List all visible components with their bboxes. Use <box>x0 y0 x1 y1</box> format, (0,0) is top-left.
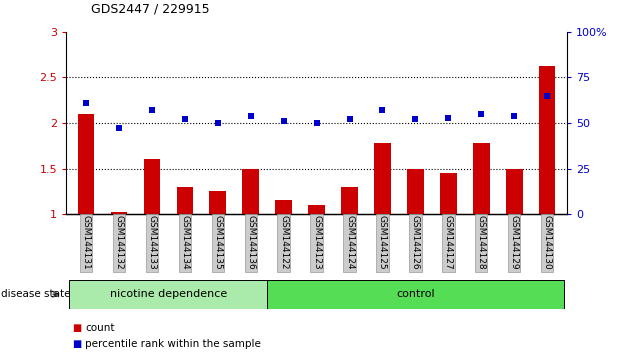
Bar <box>473 143 490 214</box>
Point <box>542 93 553 98</box>
Text: GSM144133: GSM144133 <box>147 216 156 270</box>
Text: GSM144131: GSM144131 <box>81 216 91 270</box>
Text: GSM144122: GSM144122 <box>279 216 288 270</box>
Text: GSM144134: GSM144134 <box>180 216 189 270</box>
Bar <box>267 280 564 309</box>
Text: disease state: disease state <box>1 289 71 299</box>
Text: GSM144123: GSM144123 <box>312 216 321 270</box>
Text: control: control <box>396 289 435 299</box>
Bar <box>440 173 457 214</box>
Bar <box>407 169 423 214</box>
Text: count: count <box>85 323 115 333</box>
Text: GSM144130: GSM144130 <box>542 216 552 270</box>
Text: GSM144124: GSM144124 <box>345 216 354 270</box>
Text: GDS2447 / 229915: GDS2447 / 229915 <box>91 3 210 16</box>
Point <box>410 116 420 122</box>
Bar <box>506 169 522 214</box>
Bar <box>176 187 193 214</box>
Text: nicotine dependence: nicotine dependence <box>110 289 227 299</box>
Point <box>345 116 355 122</box>
Bar <box>275 200 292 214</box>
Point <box>278 118 289 124</box>
Point <box>213 120 223 126</box>
Bar <box>210 192 226 214</box>
Bar <box>341 187 358 214</box>
Point <box>147 107 157 113</box>
Bar <box>308 205 325 214</box>
Text: percentile rank within the sample: percentile rank within the sample <box>85 339 261 349</box>
Point <box>246 113 256 119</box>
Text: GSM144135: GSM144135 <box>213 216 222 270</box>
Point <box>180 116 190 122</box>
Point <box>476 111 486 117</box>
Text: GSM144136: GSM144136 <box>246 216 255 270</box>
Text: ■: ■ <box>72 323 82 333</box>
Bar <box>539 67 556 214</box>
Text: GSM144125: GSM144125 <box>378 216 387 270</box>
Point <box>377 107 387 113</box>
Bar <box>374 143 391 214</box>
Text: GSM144126: GSM144126 <box>411 216 420 270</box>
Text: GSM144127: GSM144127 <box>444 216 453 270</box>
Point <box>509 113 519 119</box>
Bar <box>144 159 160 214</box>
Point <box>81 100 91 106</box>
Bar <box>243 169 259 214</box>
Bar <box>111 212 127 214</box>
Text: ■: ■ <box>72 339 82 349</box>
Bar <box>69 280 267 309</box>
Text: GSM144128: GSM144128 <box>477 216 486 270</box>
Point <box>444 115 454 120</box>
Bar <box>77 114 94 214</box>
Text: GSM144129: GSM144129 <box>510 216 518 270</box>
Text: GSM144132: GSM144132 <box>115 216 123 270</box>
Point <box>114 126 124 131</box>
Point <box>311 120 321 126</box>
